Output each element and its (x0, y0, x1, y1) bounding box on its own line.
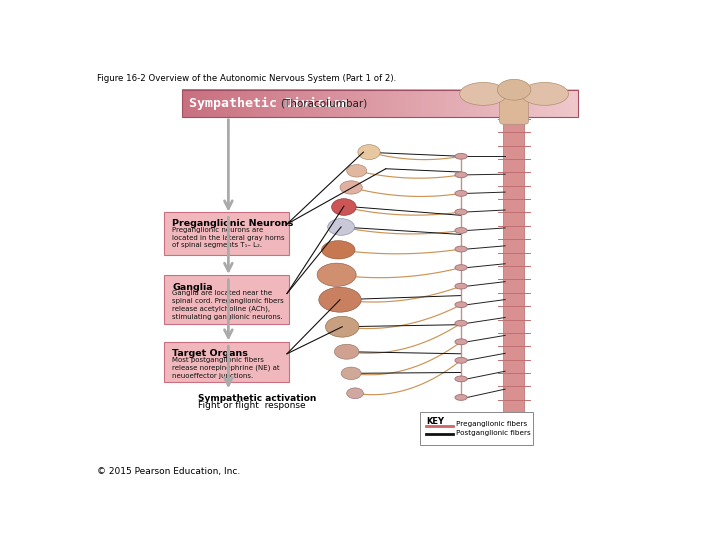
Ellipse shape (340, 181, 362, 194)
Text: © 2015 Pearson Education, Inc.: © 2015 Pearson Education, Inc. (96, 467, 240, 476)
FancyBboxPatch shape (420, 411, 533, 445)
FancyBboxPatch shape (164, 342, 289, 382)
Text: Figure 16-2 Overview of the Autonomic Nervous System (Part 1 of 2).: Figure 16-2 Overview of the Autonomic Ne… (96, 75, 396, 83)
Ellipse shape (455, 265, 467, 271)
Ellipse shape (325, 316, 359, 337)
Ellipse shape (341, 367, 361, 380)
Ellipse shape (455, 209, 467, 215)
Ellipse shape (328, 219, 354, 235)
Ellipse shape (455, 153, 467, 159)
Text: Postganglionic fibers: Postganglionic fibers (456, 430, 531, 436)
Ellipse shape (455, 191, 467, 196)
Text: (Thoracolumbar): (Thoracolumbar) (279, 98, 367, 108)
FancyBboxPatch shape (503, 118, 525, 428)
Ellipse shape (347, 165, 366, 177)
FancyBboxPatch shape (164, 275, 289, 324)
Text: Preganglionic neurons are
located in the lateral gray horns
of spinal segments T: Preganglionic neurons are located in the… (172, 227, 285, 248)
Ellipse shape (455, 246, 467, 252)
Ellipse shape (521, 83, 569, 105)
FancyBboxPatch shape (500, 94, 528, 124)
Text: Preganglionic Neurons: Preganglionic Neurons (172, 219, 294, 228)
Ellipse shape (459, 83, 507, 105)
Ellipse shape (455, 172, 467, 178)
Ellipse shape (322, 241, 355, 259)
Ellipse shape (498, 79, 531, 100)
Text: Ganglia are located near the
spinal cord. Preganglionic fibers
release acetylcho: Ganglia are located near the spinal cord… (172, 290, 284, 320)
Ellipse shape (319, 287, 361, 312)
Text: Target Organs: Target Organs (172, 349, 248, 358)
Ellipse shape (455, 339, 467, 345)
Text: Most postganglionic fibers
release norepinephrine (NE) at
neuoeffector junctions: Most postganglionic fibers release norep… (172, 357, 280, 379)
Ellipse shape (455, 320, 467, 326)
Text: Sympathetic Division: Sympathetic Division (189, 97, 348, 110)
Ellipse shape (455, 357, 467, 363)
Ellipse shape (347, 388, 364, 399)
Ellipse shape (317, 263, 356, 286)
Ellipse shape (455, 302, 467, 308)
Text: KEY: KEY (426, 417, 444, 427)
Ellipse shape (332, 199, 356, 215)
Ellipse shape (455, 227, 467, 233)
Ellipse shape (358, 145, 380, 160)
Ellipse shape (455, 395, 467, 400)
Text: Fight or flight  response: Fight or flight response (198, 401, 305, 410)
Ellipse shape (455, 376, 467, 382)
FancyBboxPatch shape (164, 212, 289, 255)
Text: Ganglia: Ganglia (172, 282, 213, 292)
Ellipse shape (334, 344, 359, 359)
Text: Sympathetic activation: Sympathetic activation (198, 394, 316, 403)
Text: Preganglionic fibers: Preganglionic fibers (456, 421, 527, 428)
Ellipse shape (455, 283, 467, 289)
